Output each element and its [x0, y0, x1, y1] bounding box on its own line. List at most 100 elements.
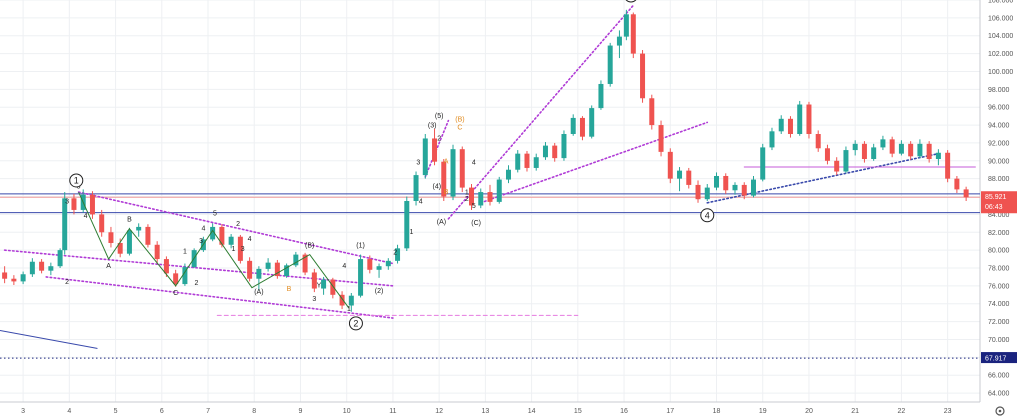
- candle[interactable]: [339, 291, 345, 310]
- candle[interactable]: [750, 175, 756, 198]
- candle[interactable]: [589, 105, 595, 139]
- candle[interactable]: [228, 234, 234, 249]
- trend-line[interactable]: [479, 121, 709, 204]
- candle[interactable]: [760, 143, 766, 182]
- candle[interactable]: [330, 277, 336, 299]
- candle[interactable]: [210, 223, 216, 242]
- candle[interactable]: [787, 116, 793, 138]
- gear-icon[interactable]: [995, 406, 1005, 416]
- candle[interactable]: [256, 266, 262, 291]
- candle[interactable]: [182, 263, 188, 286]
- candle[interactable]: [815, 130, 821, 152]
- candle[interactable]: [57, 248, 63, 268]
- candle[interactable]: [579, 116, 585, 141]
- candle[interactable]: [108, 226, 114, 248]
- candle[interactable]: [515, 150, 521, 173]
- trend-line[interactable]: [77, 191, 394, 265]
- candle[interactable]: [145, 224, 151, 248]
- candle[interactable]: [898, 140, 904, 156]
- candle[interactable]: [48, 262, 54, 276]
- candle[interactable]: [843, 146, 849, 174]
- candle[interactable]: [769, 127, 775, 151]
- candle[interactable]: [2, 266, 8, 284]
- candle[interactable]: [524, 150, 530, 172]
- candle[interactable]: [441, 159, 447, 201]
- candle[interactable]: [62, 192, 68, 255]
- candle[interactable]: [413, 171, 419, 206]
- trend-line[interactable]: [424, 119, 450, 178]
- candle[interactable]: [667, 148, 673, 184]
- candle[interactable]: [630, 12, 636, 59]
- candle[interactable]: [487, 184, 493, 206]
- candle[interactable]: [163, 256, 169, 277]
- candle[interactable]: [623, 9, 629, 41]
- candle[interactable]: [616, 30, 622, 59]
- candle[interactable]: [695, 180, 701, 203]
- candle[interactable]: [367, 255, 373, 274]
- candle[interactable]: [658, 120, 664, 157]
- candle[interactable]: [237, 234, 243, 264]
- candle[interactable]: [29, 258, 35, 277]
- candle[interactable]: [505, 165, 511, 184]
- candle[interactable]: [797, 100, 803, 136]
- candle[interactable]: [917, 139, 923, 159]
- candle[interactable]: [607, 42, 613, 87]
- candle[interactable]: [908, 141, 914, 160]
- candle[interactable]: [741, 182, 747, 200]
- candle[interactable]: [432, 128, 438, 166]
- candle[interactable]: [450, 144, 456, 201]
- candle[interactable]: [11, 275, 17, 285]
- candle[interactable]: [80, 189, 86, 213]
- candle[interactable]: [824, 144, 830, 165]
- candle[interactable]: [358, 254, 364, 298]
- candle[interactable]: [834, 157, 840, 176]
- candle[interactable]: [496, 176, 502, 204]
- candle[interactable]: [852, 140, 858, 156]
- candle[interactable]: [778, 115, 784, 134]
- candle[interactable]: [265, 258, 271, 272]
- candle[interactable]: [348, 293, 354, 312]
- trend-line[interactable]: [447, 4, 635, 220]
- candle[interactable]: [302, 252, 308, 276]
- candle[interactable]: [478, 188, 484, 209]
- candle[interactable]: [861, 141, 867, 163]
- candle[interactable]: [247, 257, 253, 282]
- candle[interactable]: [154, 241, 160, 264]
- candle[interactable]: [395, 244, 401, 264]
- candle[interactable]: [552, 142, 558, 162]
- candle[interactable]: [293, 251, 299, 268]
- candle[interactable]: [570, 114, 576, 136]
- candle[interactable]: [723, 173, 729, 194]
- candle[interactable]: [20, 271, 26, 285]
- candle[interactable]: [926, 141, 932, 163]
- candle[interactable]: [274, 259, 280, 279]
- candle[interactable]: [173, 269, 179, 287]
- candle[interactable]: [677, 167, 683, 192]
- candle[interactable]: [311, 268, 317, 293]
- candle[interactable]: [459, 146, 465, 193]
- candle[interactable]: [542, 142, 548, 160]
- candle[interactable]: [533, 153, 539, 171]
- candle[interactable]: [385, 258, 391, 270]
- candle[interactable]: [89, 191, 95, 219]
- candle[interactable]: [422, 134, 428, 179]
- trend-line[interactable]: [0, 330, 98, 349]
- candle[interactable]: [963, 186, 969, 201]
- candle[interactable]: [99, 209, 105, 237]
- candle[interactable]: [714, 172, 720, 191]
- candle[interactable]: [889, 136, 895, 158]
- elliott-wave-path[interactable]: [78, 191, 350, 309]
- candle[interactable]: [71, 193, 77, 215]
- candle[interactable]: [640, 50, 646, 103]
- candle[interactable]: [880, 135, 886, 151]
- candle[interactable]: [732, 182, 738, 195]
- candle[interactable]: [376, 263, 382, 278]
- candle[interactable]: [136, 223, 142, 237]
- candle[interactable]: [126, 227, 132, 256]
- candle[interactable]: [649, 94, 655, 130]
- candle[interactable]: [469, 184, 475, 210]
- candle[interactable]: [686, 167, 692, 189]
- candle[interactable]: [945, 150, 951, 183]
- candle[interactable]: [954, 175, 960, 193]
